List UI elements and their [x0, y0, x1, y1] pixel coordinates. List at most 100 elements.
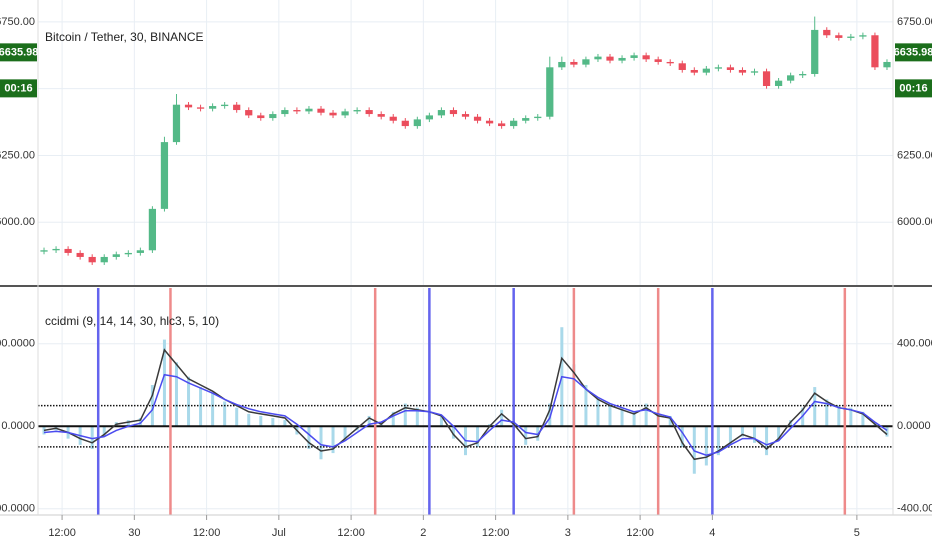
x-tick-label: 12:00	[337, 527, 365, 539]
candle-body	[329, 112, 337, 116]
candle-body	[702, 68, 710, 73]
histogram-bar	[813, 387, 817, 427]
countdown-box	[895, 79, 932, 98]
candle-body	[365, 110, 373, 115]
histogram-bar	[174, 362, 178, 427]
candle-body	[630, 55, 638, 58]
candle-body	[317, 108, 325, 113]
histogram-bar	[307, 426, 311, 449]
histogram-bar	[668, 415, 672, 427]
histogram-bar	[500, 409, 504, 427]
histogram-bar	[223, 401, 227, 427]
candle-body	[811, 29, 819, 74]
candle-body	[461, 114, 470, 117]
candle-body	[281, 110, 289, 115]
histogram-bar	[415, 407, 419, 427]
x-tick-label: 12:00	[626, 527, 654, 539]
candle-body	[221, 104, 229, 107]
candle-body	[64, 248, 72, 253]
histogram-bar	[825, 399, 829, 427]
indicator-pane	[38, 288, 893, 515]
candle-body	[654, 59, 662, 62]
histogram-bar	[861, 411, 865, 427]
candle-body	[245, 110, 253, 116]
candle-body	[847, 36, 855, 38]
y-tick-label-right: -400.0000	[897, 503, 932, 515]
y-tick-label-left: 400.0000	[0, 338, 35, 350]
y-tick-label-left: 0.0000	[1, 420, 35, 432]
candle-body	[582, 59, 590, 65]
candle-body	[449, 110, 458, 115]
y-tick-label-right: 400.0000	[897, 338, 932, 350]
histogram-bar	[620, 407, 624, 427]
candle-body	[726, 67, 735, 70]
last-price-box	[0, 43, 37, 62]
candle-body	[738, 69, 747, 73]
histogram-bar	[187, 376, 191, 427]
last-price-box	[895, 43, 932, 62]
y-tick-label-left: 6000.00	[0, 216, 35, 228]
candle-body	[341, 111, 349, 116]
histogram-bar	[740, 426, 744, 437]
candle-body	[762, 71, 771, 87]
histogram-bar	[488, 424, 492, 427]
candle-body	[473, 116, 482, 121]
last-price-label: 6635.98	[894, 46, 932, 58]
histogram-bar	[644, 403, 648, 427]
y-tick-label-left: -400.0000	[0, 503, 35, 515]
candle-body	[100, 256, 108, 263]
candle-body	[642, 55, 650, 60]
candle-body	[413, 119, 421, 127]
candle-body	[425, 115, 433, 120]
histogram-bar	[548, 403, 552, 427]
candle-body	[485, 120, 494, 124]
candle-body	[148, 208, 157, 251]
y-tick-label-right: 6250.00	[897, 149, 932, 161]
histogram-bar	[680, 426, 684, 447]
candle-body	[618, 57, 626, 61]
candle-body	[136, 250, 144, 253]
x-tick-label: 4	[709, 527, 715, 539]
candle-body	[257, 115, 265, 119]
histogram-bar	[837, 405, 841, 427]
countdown-label: 00:16	[4, 82, 32, 94]
indicator-line	[43, 348, 888, 461]
histogram-bar	[247, 413, 251, 427]
histogram-bar	[451, 426, 455, 439]
x-tick-label: Jul	[272, 527, 286, 539]
histogram-bar	[476, 426, 480, 447]
histogram-bar	[102, 426, 106, 437]
axes-layer: 12:00 30 12:00 Jul 12:00 2 12:00 3 12:00 4 5 6000.0…	[0, 16, 932, 539]
x-tick-label: 2	[420, 527, 426, 539]
histogram-bar	[439, 415, 443, 427]
histogram-bar	[608, 403, 612, 427]
indicator-title: ccidmi (9, 14, 14, 30, hlc3, 5, 10)	[45, 314, 219, 328]
x-tick-label: 3	[565, 527, 571, 539]
histogram-bar	[716, 426, 720, 456]
histogram-bar	[319, 426, 323, 460]
candle-body	[377, 114, 385, 117]
candle-body	[799, 73, 807, 76]
histogram-bar	[596, 397, 600, 427]
histogram-bar	[728, 426, 732, 445]
histogram-bar	[777, 426, 781, 441]
candle-body	[558, 61, 566, 68]
x-tick-label: 12:00	[482, 527, 510, 539]
histogram-bar	[704, 426, 708, 466]
candle-body	[76, 252, 84, 257]
histogram-bar	[765, 426, 769, 456]
candle-body	[88, 256, 96, 263]
histogram-bar	[259, 415, 263, 427]
candle-body	[498, 123, 506, 127]
histogram-bar	[367, 415, 371, 427]
histogram-bar	[885, 426, 889, 437]
histogram-bar	[283, 420, 287, 427]
candle-body	[534, 116, 542, 119]
candle-body	[787, 75, 795, 81]
candle-body	[305, 108, 313, 112]
histogram-bar	[235, 407, 239, 427]
candle-body	[112, 254, 120, 257]
candle-body	[40, 250, 48, 252]
